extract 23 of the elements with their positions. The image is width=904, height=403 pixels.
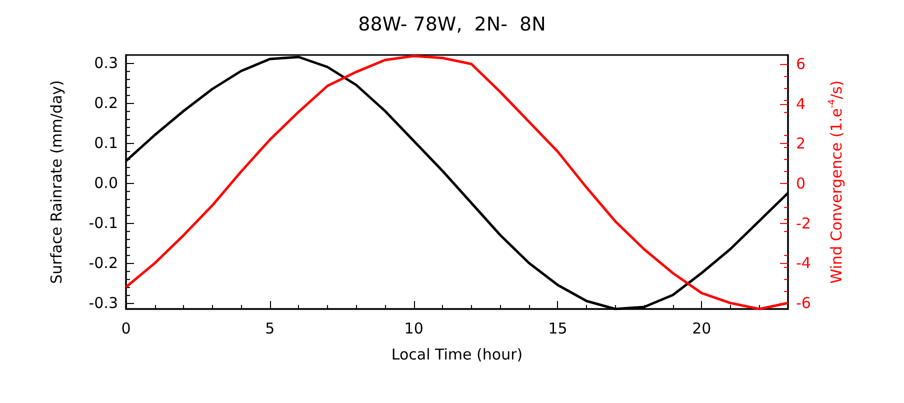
y-axis-title: Surface Rainrate (mm/day) — [48, 80, 66, 284]
y-tick-label: 0.2 — [94, 94, 118, 112]
x-axis-title: Local Time (hour) — [391, 346, 523, 364]
x-tick-label: 15 — [548, 320, 568, 338]
y-tick-label: 0.3 — [94, 54, 118, 72]
x-tick-label: 0 — [121, 320, 131, 338]
y-tick-label: 0.0 — [94, 174, 118, 192]
x-tick-label: 20 — [692, 320, 712, 338]
y2-tick-label: 6 — [796, 54, 806, 73]
y-tick-label: -0.2 — [88, 254, 118, 272]
y2-tick-label: 4 — [796, 94, 806, 113]
x-tick-label: 5 — [265, 320, 275, 338]
y2-tick-label: -4 — [796, 254, 811, 272]
y2-tick-label: 0 — [796, 174, 806, 192]
y-tick-label: -0.1 — [88, 214, 118, 232]
y2-tick-label: -6 — [796, 294, 811, 312]
y2-axis-title: Wind Convergence (1.e-4/s) — [828, 80, 846, 284]
chart-title: 88W- 78W, 2N- 8N — [358, 14, 546, 36]
y-tick-label: 0.1 — [94, 134, 118, 152]
y2-tick-label: 2 — [796, 134, 806, 153]
x-tick-label: 10 — [404, 320, 424, 338]
y-tick-label: -0.3 — [88, 294, 118, 312]
y2-tick-label: -2 — [796, 214, 811, 232]
